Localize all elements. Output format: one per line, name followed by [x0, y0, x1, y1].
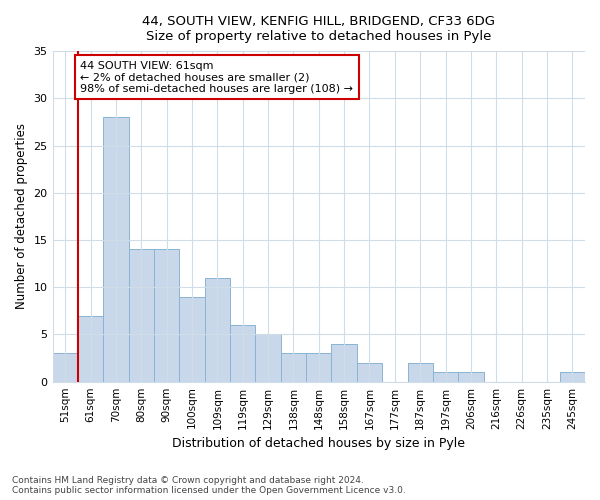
Bar: [281, 354, 306, 382]
Bar: [407, 363, 433, 382]
Bar: [103, 117, 128, 382]
Title: 44, SOUTH VIEW, KENFIG HILL, BRIDGEND, CF33 6DG
Size of property relative to det: 44, SOUTH VIEW, KENFIG HILL, BRIDGEND, C…: [142, 15, 495, 43]
Text: 44 SOUTH VIEW: 61sqm
← 2% of detached houses are smaller (2)
98% of semi-detache: 44 SOUTH VIEW: 61sqm ← 2% of detached ho…: [80, 60, 353, 94]
Bar: [53, 354, 78, 382]
Bar: [230, 325, 256, 382]
Bar: [331, 344, 357, 382]
Bar: [458, 372, 484, 382]
Bar: [357, 363, 382, 382]
Bar: [128, 250, 154, 382]
X-axis label: Distribution of detached houses by size in Pyle: Distribution of detached houses by size …: [172, 437, 465, 450]
Bar: [154, 250, 179, 382]
Bar: [78, 316, 103, 382]
Bar: [179, 296, 205, 382]
Bar: [306, 354, 331, 382]
Bar: [560, 372, 585, 382]
Bar: [433, 372, 458, 382]
Y-axis label: Number of detached properties: Number of detached properties: [15, 124, 28, 310]
Bar: [205, 278, 230, 382]
Text: Contains HM Land Registry data © Crown copyright and database right 2024.
Contai: Contains HM Land Registry data © Crown c…: [12, 476, 406, 495]
Bar: [256, 334, 281, 382]
